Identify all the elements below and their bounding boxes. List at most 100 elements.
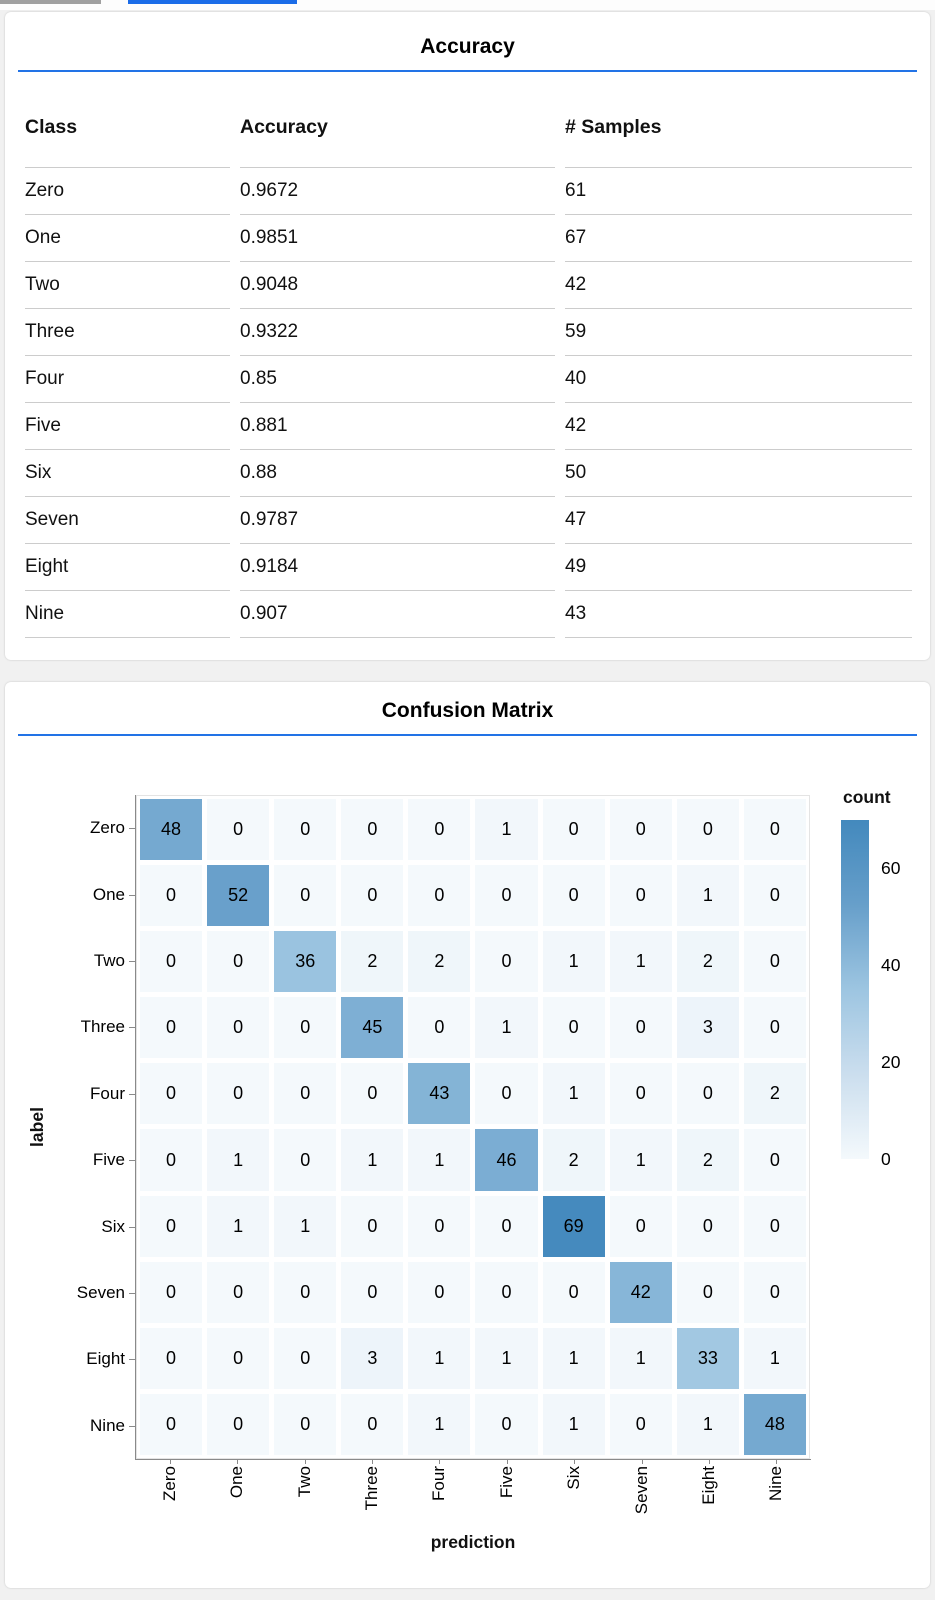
heatmap-cell: 0 xyxy=(408,1261,471,1323)
table-row: Four 0.85 40 xyxy=(25,356,912,403)
legend-colorbar xyxy=(841,820,869,1159)
heatmap-cell: 1 xyxy=(475,997,538,1059)
heatmap-cell: 1 xyxy=(609,931,672,993)
y-axis-tick xyxy=(129,961,136,962)
heatmap-cell: 0 xyxy=(274,865,337,927)
table-cell: Three xyxy=(25,309,230,356)
x-axis-tick xyxy=(776,1459,778,1464)
table-cell: 50 xyxy=(565,450,912,497)
table-row: Zero 0.9672 61 xyxy=(25,168,912,215)
table-row: Seven 0.9787 47 xyxy=(25,497,912,544)
table-row: Eight 0.9184 49 xyxy=(25,544,912,591)
table-cell: 67 xyxy=(565,215,912,262)
legend-tick-label: 40 xyxy=(881,955,901,976)
heatmap-cell: 0 xyxy=(408,799,471,861)
heatmap-cell: 0 xyxy=(676,1063,739,1125)
confusion-matrix-panel: Confusion Matrix label 48 0 0 0 0 1 0 0 0 0 0 52 0 0 0… xyxy=(5,682,930,1588)
table-cell: Four xyxy=(25,356,230,403)
heatmap-cell: 0 xyxy=(140,865,203,927)
heatmap-cell: 0 xyxy=(140,931,203,993)
heatmap-cell: 0 xyxy=(341,1063,404,1125)
y-axis-tick xyxy=(129,1425,136,1427)
x-axis-label: Zero xyxy=(159,1466,179,1501)
heatmap-cell: 1 xyxy=(408,1327,471,1389)
heatmap-cell: 1 xyxy=(542,1327,605,1389)
x-axis-tick xyxy=(169,1459,171,1464)
table-cell: 42 xyxy=(565,403,912,450)
heatmap-cell: 1 xyxy=(475,799,538,861)
table-cell: Seven xyxy=(25,497,230,544)
heatmap-cell: 0 xyxy=(274,1393,337,1455)
top-strip xyxy=(0,0,935,10)
heatmap-cell: 0 xyxy=(609,865,672,927)
y-axis-tick xyxy=(129,1226,136,1228)
confusion-panel-title: Confusion Matrix xyxy=(381,699,554,722)
heatmap-cell: 69 xyxy=(542,1195,605,1257)
table-row: Nine 0.907 43 xyxy=(25,591,912,638)
x-axis-tick xyxy=(641,1459,643,1464)
y-axis-label: Three xyxy=(80,1017,125,1037)
y-axis-tick xyxy=(129,1160,136,1162)
heatmap-cell: 0 xyxy=(475,1393,538,1455)
heatmap-cell: 0 xyxy=(341,865,404,927)
accuracy-panel-title: Accuracy xyxy=(420,35,515,58)
heatmap-cell: 0 xyxy=(274,1261,337,1323)
heatmap-cell: 0 xyxy=(475,1063,538,1125)
heatmap-cell: 1 xyxy=(676,865,739,927)
y-axis-label: Four xyxy=(90,1083,125,1103)
heatmap-cell: 1 xyxy=(542,1063,605,1125)
heatmap-cell: 1 xyxy=(542,1393,605,1455)
heatmap-cell: 0 xyxy=(542,799,605,861)
confusion-divider xyxy=(18,734,917,736)
table-cell: Five xyxy=(25,403,230,450)
y-axis-tick xyxy=(129,1027,136,1029)
accuracy-panel: Accuracy Class Accuracy # Samples Zero 0.96… xyxy=(5,12,930,660)
y-axis-tick xyxy=(129,1359,136,1361)
confusion-matrix-chart: label 48 0 0 0 0 1 0 0 0 0 0 52 0 0 0 0 0 0 1 0 0 0 36 2 2 0 1 1 2 0 0… xyxy=(5,738,930,1588)
x-axis-tick xyxy=(708,1459,710,1464)
table-row: Three 0.9322 59 xyxy=(25,309,912,356)
heatmap-cell: 0 xyxy=(140,1063,203,1125)
x-axis-label: Three xyxy=(361,1466,381,1511)
heatmap-cell: 2 xyxy=(341,931,404,993)
heatmap-cell: 0 xyxy=(341,1261,404,1323)
accuracy-table: Class Accuracy # Samples Zero 0.9672 61 One 0.… xyxy=(15,72,922,638)
table-cell: 47 xyxy=(565,497,912,544)
x-axis-label: Five xyxy=(496,1466,516,1499)
table-cell: 0.881 xyxy=(240,403,555,450)
heatmap-cell: 33 xyxy=(676,1327,739,1389)
x-axis-label: Two xyxy=(294,1466,314,1498)
y-axis-label: Six xyxy=(101,1216,125,1236)
x-axis-label: Six xyxy=(564,1466,584,1490)
heatmap-cell: 3 xyxy=(341,1327,404,1389)
heatmap-cell: 45 xyxy=(341,997,404,1059)
table-cell: 0.85 xyxy=(240,356,555,403)
heatmap-cell: 0 xyxy=(274,997,337,1059)
legend-tick-label: 20 xyxy=(881,1052,901,1073)
table-cell: 0.9787 xyxy=(240,497,555,544)
heatmap-cell: 0 xyxy=(475,931,538,993)
heatmap-cell: 0 xyxy=(140,997,203,1059)
table-header-cell: Class xyxy=(25,72,230,168)
heatmap-cell: 0 xyxy=(743,865,806,927)
heatmap-cell: 0 xyxy=(676,799,739,861)
heatmap-cell: 0 xyxy=(609,1063,672,1125)
heatmap-cell: 48 xyxy=(743,1393,806,1455)
heatmap-cell: 0 xyxy=(676,1261,739,1323)
heatmap-cell: 0 xyxy=(341,1195,404,1257)
table-cell: 42 xyxy=(565,262,912,309)
y-axis-label: One xyxy=(92,884,125,904)
heatmap-cell: 0 xyxy=(743,1261,806,1323)
legend-title: count xyxy=(843,787,891,807)
heatmap-cell: 2 xyxy=(743,1063,806,1125)
heatmap-cell: 1 xyxy=(408,1393,471,1455)
table-cell: 59 xyxy=(565,309,912,356)
heatmap-cell: 2 xyxy=(676,1129,739,1191)
table-cell: One xyxy=(25,215,230,262)
heatmap-cell: 1 xyxy=(408,1129,471,1191)
heatmap-cell: 0 xyxy=(475,1195,538,1257)
accuracy-divider xyxy=(18,70,917,72)
accuracy-table-header-row: Class Accuracy # Samples xyxy=(25,72,912,168)
x-axis-tick xyxy=(439,1459,441,1464)
heatmap-cell: 0 xyxy=(743,997,806,1059)
